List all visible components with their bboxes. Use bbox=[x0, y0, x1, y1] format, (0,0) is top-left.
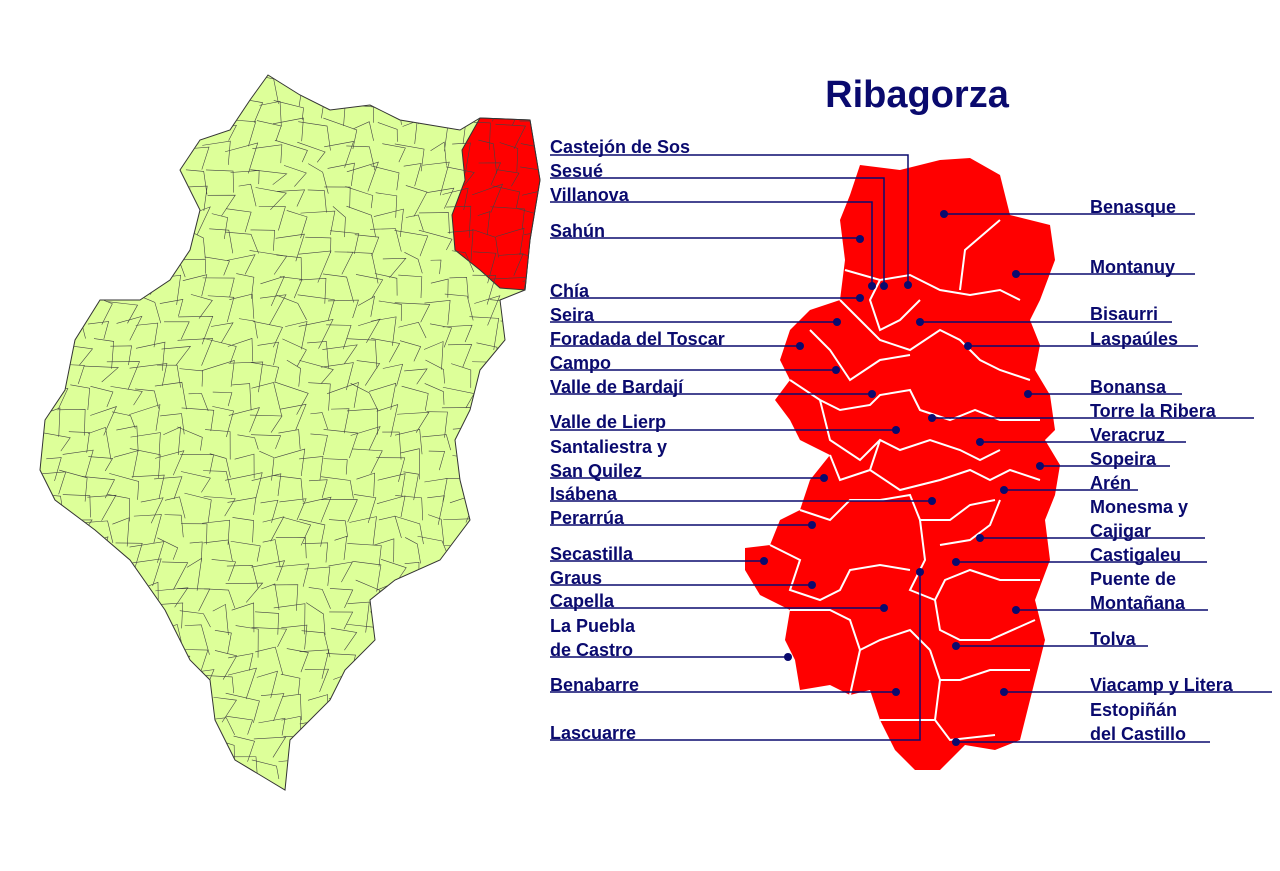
municipality-label: Foradada del Toscar bbox=[550, 329, 725, 349]
municipality-label: Campo bbox=[550, 353, 611, 373]
municipality-label: Seira bbox=[550, 305, 595, 325]
municipality-label: Montañana bbox=[1090, 593, 1186, 613]
municipality-label: Estopiñán bbox=[1090, 700, 1177, 720]
municipality-label: Perarrúa bbox=[550, 508, 625, 528]
municipality-label: Benasque bbox=[1090, 197, 1176, 217]
municipality-marker bbox=[1012, 606, 1020, 614]
municipality-marker bbox=[892, 688, 900, 696]
municipality-marker bbox=[928, 497, 936, 505]
municipality-marker bbox=[856, 235, 864, 243]
municipality-marker bbox=[928, 414, 936, 422]
municipality-labels: Castejón de Sos Sesué Villanova Sahún Chía Se… bbox=[550, 137, 1272, 746]
municipality-marker bbox=[1000, 688, 1008, 696]
municipality-label: Santaliestra y bbox=[550, 437, 667, 457]
municipality-label: San Quilez bbox=[550, 461, 642, 481]
municipality-marker bbox=[1036, 462, 1044, 470]
ribagorza-region bbox=[745, 158, 1060, 770]
leader-line bbox=[550, 177, 885, 286]
municipality-marker bbox=[760, 557, 768, 565]
municipality-label: Torre la Ribera bbox=[1090, 401, 1217, 421]
municipality-marker bbox=[796, 342, 804, 350]
municipality-label: Lascuarre bbox=[550, 723, 636, 743]
municipality-label: Castigaleu bbox=[1090, 545, 1181, 565]
municipality-marker bbox=[904, 281, 912, 289]
municipality-borders-white bbox=[769, 219, 1041, 742]
municipality-label: Valle de Bardají bbox=[550, 377, 684, 397]
municipality-label: Arén bbox=[1090, 473, 1131, 493]
municipality-marker bbox=[976, 438, 984, 446]
leader-line bbox=[550, 154, 909, 285]
municipality-marker bbox=[892, 426, 900, 434]
municipality-label: Cajigar bbox=[1090, 521, 1151, 541]
municipality-marker bbox=[916, 318, 924, 326]
municipality-label: Benabarre bbox=[550, 675, 639, 695]
municipality-label: Sesué bbox=[550, 161, 603, 181]
municipality-marker bbox=[833, 318, 841, 326]
municipality-marker bbox=[868, 390, 876, 398]
municipality-marker bbox=[952, 738, 960, 746]
municipality-label: Graus bbox=[550, 568, 602, 588]
municipality-marker bbox=[1000, 486, 1008, 494]
municipality-label: Valle de Lierp bbox=[550, 412, 666, 432]
municipality-marker bbox=[1012, 270, 1020, 278]
municipality-marker bbox=[856, 294, 864, 302]
municipality-marker bbox=[880, 604, 888, 612]
municipality-label: Secastilla bbox=[550, 544, 634, 564]
municipality-label: Chía bbox=[550, 281, 590, 301]
municipality-marker bbox=[880, 282, 888, 290]
municipality-label: Castejón de Sos bbox=[550, 137, 690, 157]
municipality-label: Villanova bbox=[550, 185, 630, 205]
municipality-label: Sahún bbox=[550, 221, 605, 241]
municipality-marker bbox=[784, 653, 792, 661]
municipality-marker bbox=[976, 534, 984, 542]
municipality-marker bbox=[832, 366, 840, 374]
leader-line bbox=[550, 572, 921, 741]
municipality-label: La Puebla bbox=[550, 616, 636, 636]
municipality-marker bbox=[952, 642, 960, 650]
map-title: Ribagorza bbox=[825, 74, 1010, 116]
municipality-label: Viacamp y Litera bbox=[1090, 675, 1234, 695]
municipality-marker bbox=[964, 342, 972, 350]
municipality-label: del Castillo bbox=[1090, 724, 1186, 744]
municipality-marker bbox=[820, 474, 828, 482]
municipality-marker bbox=[808, 521, 816, 529]
municipality-marker bbox=[916, 568, 924, 576]
municipality-marker bbox=[1024, 390, 1032, 398]
municipality-label: Bisaurri bbox=[1090, 304, 1158, 324]
ribagorza-highlight-small bbox=[451, 117, 541, 291]
leader-line bbox=[550, 201, 873, 286]
municipality-label: Monesma y bbox=[1090, 497, 1188, 517]
municipality-label: de Castro bbox=[550, 640, 633, 660]
municipality-label: Puente de bbox=[1090, 569, 1176, 589]
aragon-overview-map bbox=[39, 74, 541, 791]
municipality-label: Capella bbox=[550, 591, 615, 611]
municipality-label: Sopeira bbox=[1090, 449, 1157, 469]
municipality-marker bbox=[868, 282, 876, 290]
ribagorza-detail-map bbox=[745, 158, 1060, 770]
municipality-label: Laspaúles bbox=[1090, 329, 1178, 349]
municipality-label: Montanuy bbox=[1090, 257, 1175, 277]
municipality-marker bbox=[940, 210, 948, 218]
municipality-label: Veracruz bbox=[1090, 425, 1165, 445]
municipality-label: Tolva bbox=[1090, 629, 1137, 649]
municipality-label: Isábena bbox=[550, 484, 618, 504]
municipality-marker bbox=[808, 581, 816, 589]
municipality-label: Bonansa bbox=[1090, 377, 1167, 397]
municipality-marker bbox=[952, 558, 960, 566]
